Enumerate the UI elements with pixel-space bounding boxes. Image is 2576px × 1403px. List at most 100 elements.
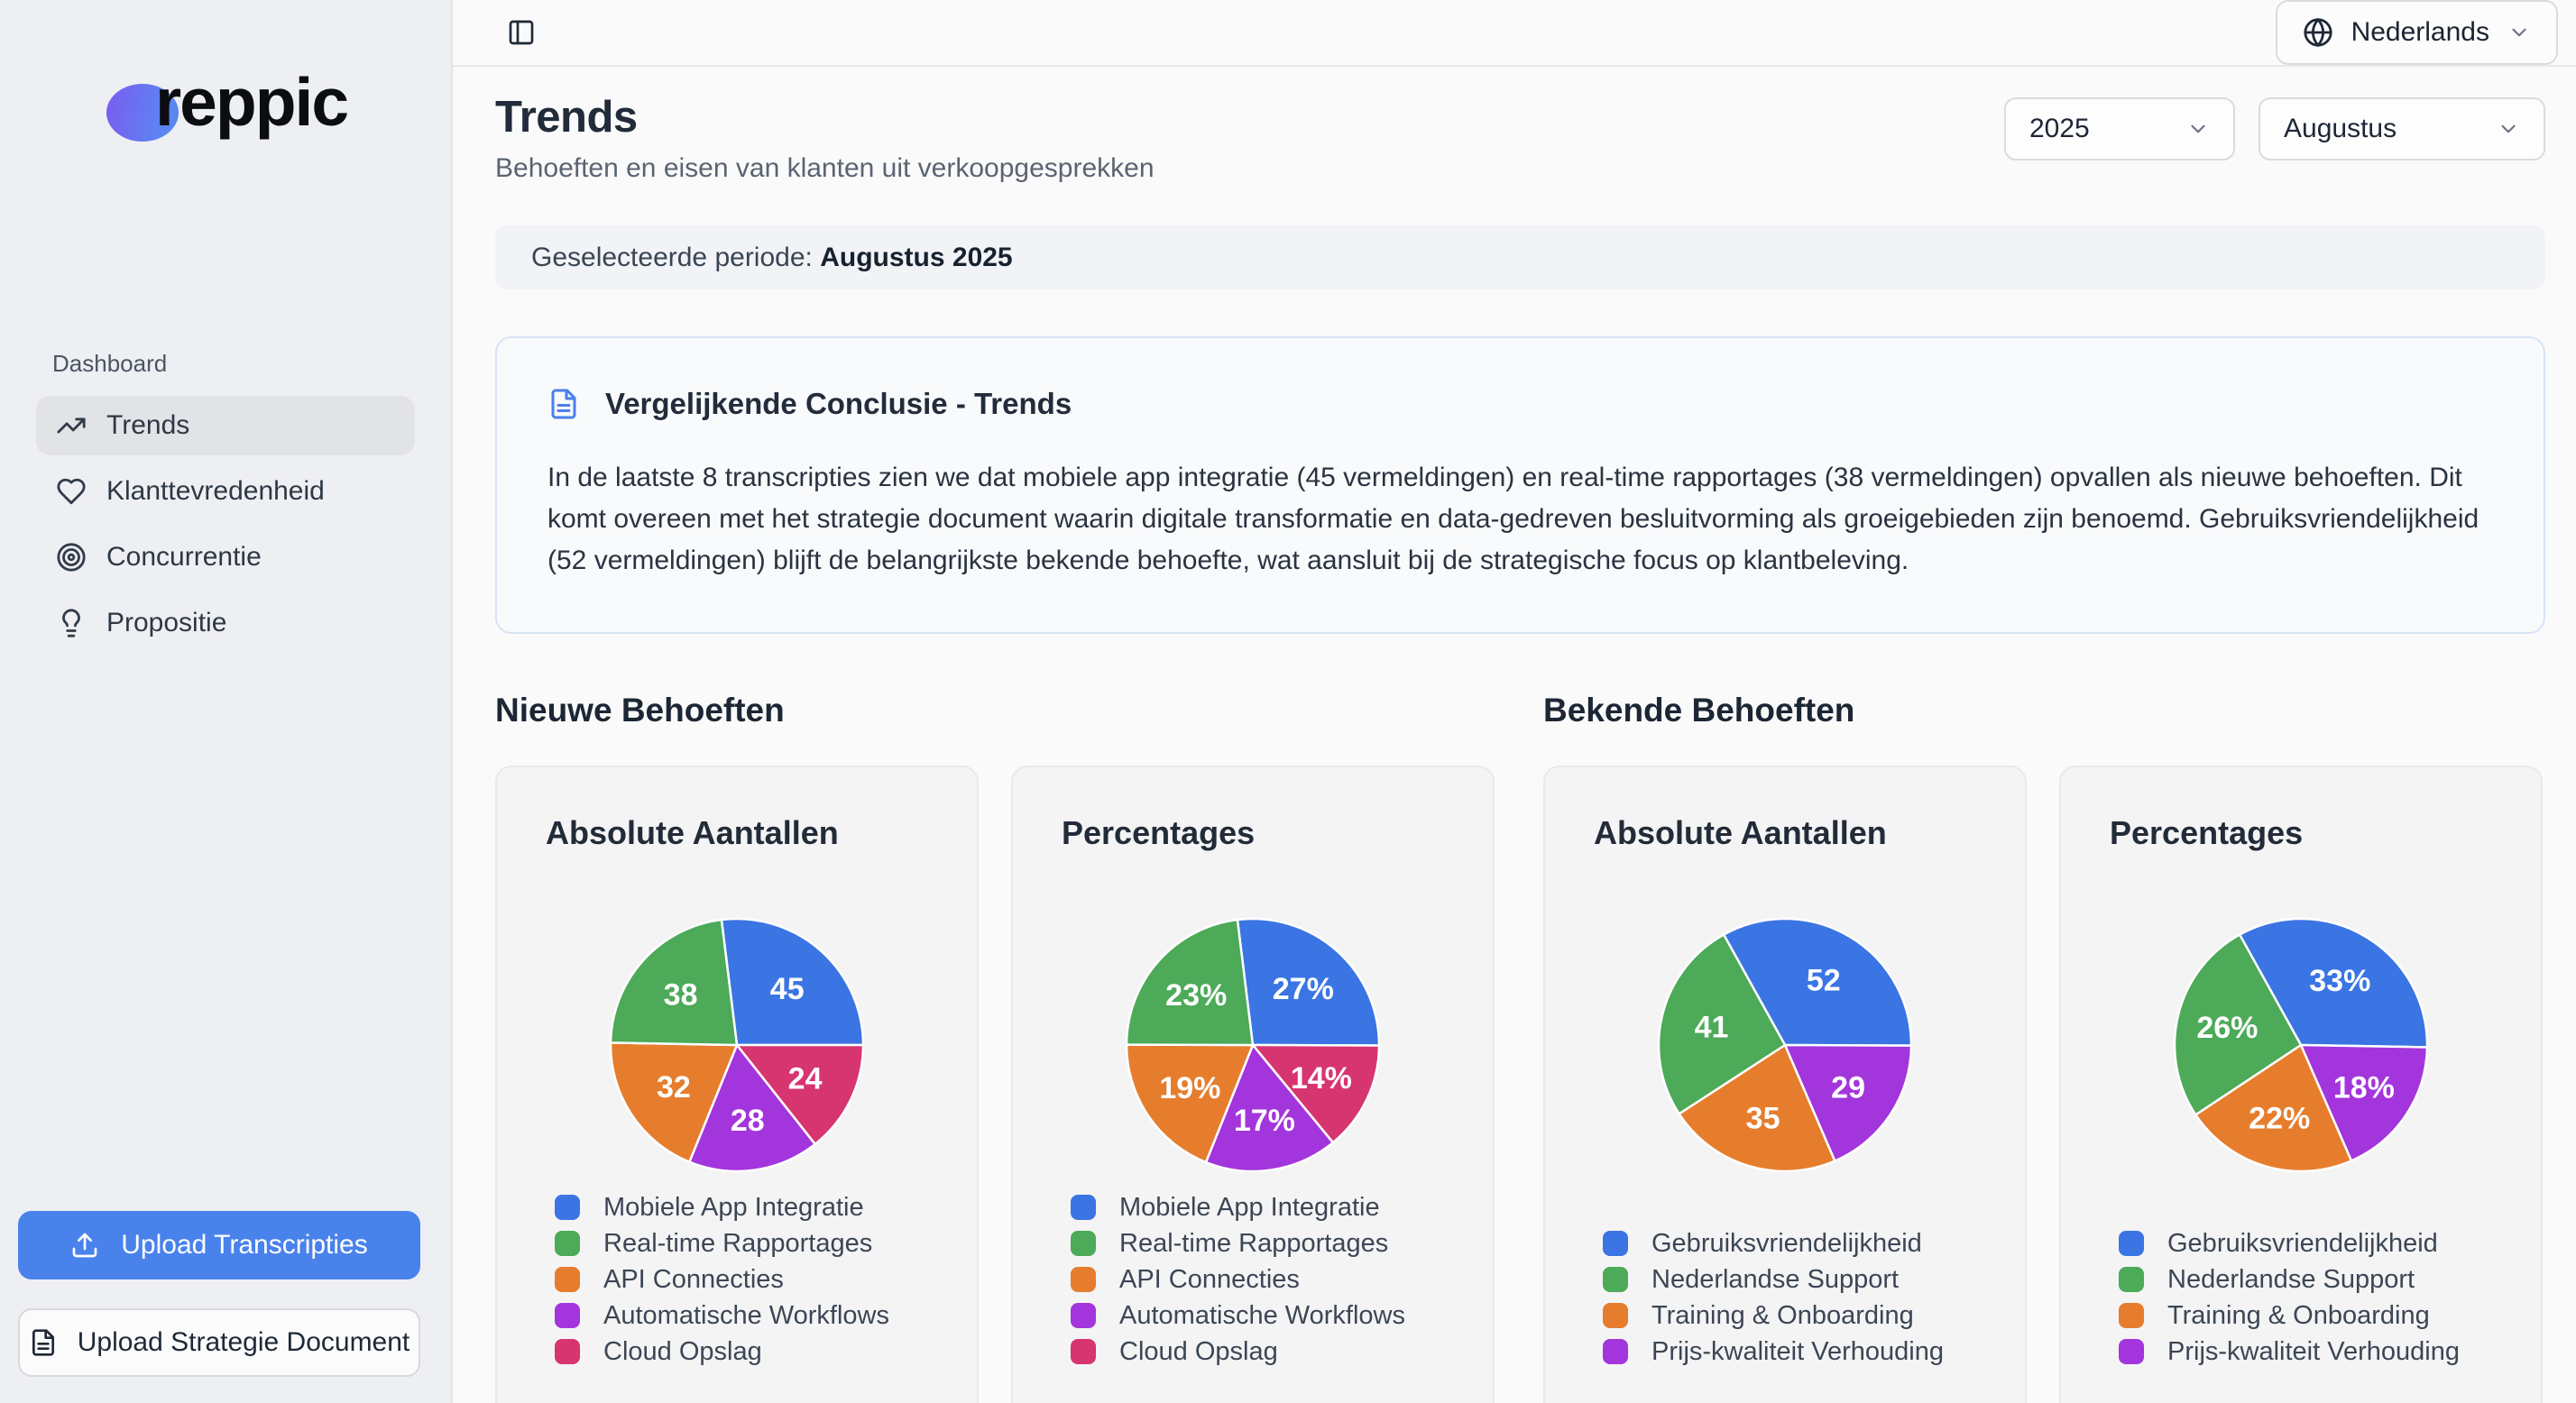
sidebar-item-trends[interactable]: Trends (36, 396, 415, 455)
sidebar-item-label: Trends (106, 410, 190, 440)
pie-chart: 52 29 35 41 (1657, 917, 1913, 1173)
pie-slice (2238, 917, 2429, 1049)
legend-label: Mobiele App Integratie (1119, 1192, 1380, 1222)
pie-slice-label: 17% (1234, 1104, 1295, 1138)
legend-item[interactable]: Training & Onboarding (1603, 1300, 1976, 1330)
pie-slice-label: 28 (731, 1104, 765, 1138)
chart-card-title: Absolute Aantallen (546, 814, 839, 851)
legend-item[interactable]: Real-time Rapportages (1071, 1229, 1444, 1258)
pie-chart: 33% 18% 22% 26% (2173, 917, 2429, 1173)
logo: reppic (0, 0, 451, 216)
legend-item[interactable]: Training & Onboarding (2119, 1300, 2492, 1330)
legend-item[interactable]: Prijs-kwaliteit Verhouding (2119, 1337, 2492, 1366)
pie-slice (720, 917, 865, 1047)
sidebar-toggle-button[interactable] (501, 13, 541, 52)
legend-label: Cloud Opslag (603, 1336, 762, 1366)
pie-slice (1125, 1043, 1255, 1164)
upload-transcripts-button[interactable]: Upload Transcripties (18, 1211, 420, 1279)
month-value: Augustus (2284, 114, 2397, 143)
legend-label: Training & Onboarding (2167, 1300, 2430, 1330)
legend-item[interactable]: Cloud Opslag (555, 1336, 928, 1366)
page-subtitle: Behoeften en eisen van klanten uit verko… (495, 153, 1155, 183)
month-select[interactable]: Augustus (2259, 97, 2545, 160)
chart-group-bekende-behoeften: Bekende Behoeften Absolute Aantallen 52 29… (1543, 692, 2543, 1403)
chart-group-nieuwe-behoeften: Nieuwe Behoeften Absolute Aantallen 45 24 2… (495, 692, 1495, 1403)
pie-slice (2194, 1043, 2353, 1173)
chart-card: Percentages 27% 14% 17% 19% 23% Mobiele App In… (1011, 766, 1495, 1403)
chart-legend: Gebruiksvriendelijkheid Nederlandse Suppo… (2119, 1228, 2492, 1366)
upload-strategy-button[interactable]: Upload Strategie Document (18, 1308, 420, 1377)
chart-cards: Absolute Aantallen 45 24 28 32 38 Mobiele App … (495, 766, 1495, 1403)
sidebar-item-concurrentie[interactable]: Concurrentie (36, 527, 415, 587)
legend-label: Nederlandse Support (2167, 1264, 2415, 1294)
pie-slice (2299, 1043, 2429, 1162)
legend-item[interactable]: Nederlandse Support (2119, 1264, 2492, 1294)
chart-groups: Nieuwe Behoeften Absolute Aantallen 45 24 2… (495, 692, 2545, 1403)
pie-slice-label: 35 (1746, 1101, 1780, 1135)
legend-item[interactable]: Cloud Opslag (1071, 1336, 1444, 1366)
legend-color-chip (555, 1195, 580, 1220)
legend-item[interactable]: Gebruiksvriendelijkheid (2119, 1228, 2492, 1258)
page-head-text: Trends Behoeften en eisen van klanten ui… (495, 92, 1155, 184)
pie-slice (1678, 1043, 1836, 1173)
pie-slice-label: 27% (1273, 972, 1334, 1006)
pie-slice-label: 18% (2333, 1071, 2395, 1105)
period-label: Geselecteerde periode: (531, 242, 813, 272)
legend-item[interactable]: Automatische Workflows (555, 1301, 928, 1330)
legend-item[interactable]: Nederlandse Support (1603, 1265, 1976, 1294)
language-select[interactable]: Nederlands (2275, 0, 2558, 65)
chart-card-title: Absolute Aantallen (1594, 814, 1887, 851)
chart-card: Absolute Aantallen 45 24 28 32 38 Mobiele App … (495, 766, 979, 1403)
pie-slice-label: 38 (664, 978, 698, 1013)
pie-slice-label: 32 (657, 1070, 691, 1105)
section-heading: Bekende Behoeften (1543, 692, 1855, 729)
language-value: Nederlands (2351, 17, 2489, 47)
legend-color-chip (1603, 1231, 1628, 1256)
pie-slice (1204, 1043, 1335, 1173)
pie-slice-label: 23% (1165, 978, 1227, 1013)
chart-cards: Absolute Aantallen 52 29 35 41 Gebruiksvriend… (1543, 766, 2543, 1403)
pie-slice (735, 1043, 865, 1146)
sidebar-item-label: Propositie (106, 608, 227, 637)
pie-slice (1783, 1043, 1913, 1162)
page-head: Trends Behoeften en eisen van klanten ui… (495, 92, 2545, 184)
sidebar-item-klanttevredenheid[interactable]: Klanttevredenheid (36, 462, 415, 521)
legend-label: Prijs-kwaliteit Verhouding (1651, 1336, 1944, 1366)
pie-slice-label: 19% (1159, 1071, 1220, 1105)
pie-slice-label: 45 (770, 972, 805, 1006)
legend-item[interactable]: Automatische Workflows (1071, 1301, 1444, 1330)
trending-up-icon (56, 410, 87, 441)
legend-label: Training & Onboarding (1651, 1300, 1914, 1330)
sidebar: reppic Dashboard Trends Klanttevredenhei… (0, 0, 453, 1403)
pie-slice-label: 33% (2309, 964, 2370, 998)
legend-color-chip (1071, 1303, 1096, 1328)
sidebar-item-propositie[interactable]: Propositie (36, 593, 415, 653)
main: Nederlands Trends Behoeften en eisen van… (453, 0, 2576, 1403)
legend-label: Gebruiksvriendelijkheid (1651, 1228, 1922, 1258)
filters: 2025 Augustus (2004, 97, 2545, 160)
logo-text: reppic (155, 64, 349, 140)
legend-item[interactable]: Real-time Rapportages (555, 1228, 928, 1258)
legend-label: Gebruiksvriendelijkheid (2167, 1228, 2438, 1258)
legend-item[interactable]: Gebruiksvriendelijkheid (1603, 1228, 1976, 1258)
legend-label: Real-time Rapportages (603, 1228, 873, 1258)
legend-label: Mobiele App Integratie (603, 1192, 864, 1222)
legend-item[interactable]: Mobiele App Integratie (555, 1192, 928, 1222)
legend-item[interactable]: API Connecties (1071, 1265, 1444, 1294)
legend-item[interactable]: API Connecties (555, 1265, 928, 1294)
legend-color-chip (555, 1339, 580, 1364)
pie-slice (1722, 917, 1913, 1047)
lightbulb-icon (56, 608, 87, 638)
year-select[interactable]: 2025 (2004, 97, 2235, 160)
page-title: Trends (495, 93, 638, 142)
heart-icon (56, 476, 87, 507)
period-value: Augustus 2025 (820, 242, 1013, 272)
pie-slice (2173, 933, 2303, 1116)
legend-item[interactable]: Prijs-kwaliteit Verhouding (1603, 1336, 1976, 1366)
upload-transcripts-label: Upload Transcripties (121, 1230, 368, 1260)
upload-icon (72, 1233, 97, 1258)
legend-item[interactable]: Mobiele App Integratie (1071, 1192, 1444, 1222)
chart-card: Percentages 33% 18% 22% 26% Gebruiksvriendeli… (2059, 766, 2543, 1403)
legend-label: Cloud Opslag (1119, 1336, 1278, 1366)
chart-legend: Mobiele App Integratie Real-time Rapporta… (555, 1192, 928, 1366)
